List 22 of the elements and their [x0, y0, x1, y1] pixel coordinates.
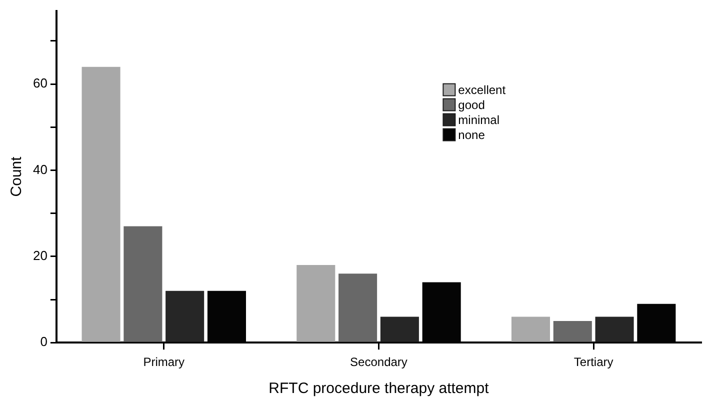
bar: [338, 274, 378, 342]
bar: [553, 321, 592, 342]
x-tick-label: Tertiary: [574, 355, 614, 370]
x-tick-label: Secondary: [350, 355, 408, 370]
y-tick-label: 0: [40, 334, 48, 350]
y-tick-label: 20: [32, 248, 48, 263]
legend-label: minimal: [458, 113, 500, 128]
y-tick-label: 40: [32, 162, 48, 177]
y-tick-label: 60: [32, 76, 48, 91]
bar: [166, 290, 204, 342]
bar: [124, 226, 162, 342]
x-tick-label: Primary: [143, 355, 185, 370]
x-axis-title: RFTC procedure therapy attempt: [268, 380, 490, 398]
bar: [82, 66, 120, 342]
bar: [511, 316, 550, 342]
y-axis-title: Count: [8, 156, 26, 197]
bar: [380, 316, 419, 342]
legend-label: excellent: [458, 83, 506, 98]
bar: [296, 265, 336, 342]
legend-label: good: [458, 98, 485, 112]
bar: [595, 316, 634, 342]
legend-label: none: [458, 128, 486, 142]
